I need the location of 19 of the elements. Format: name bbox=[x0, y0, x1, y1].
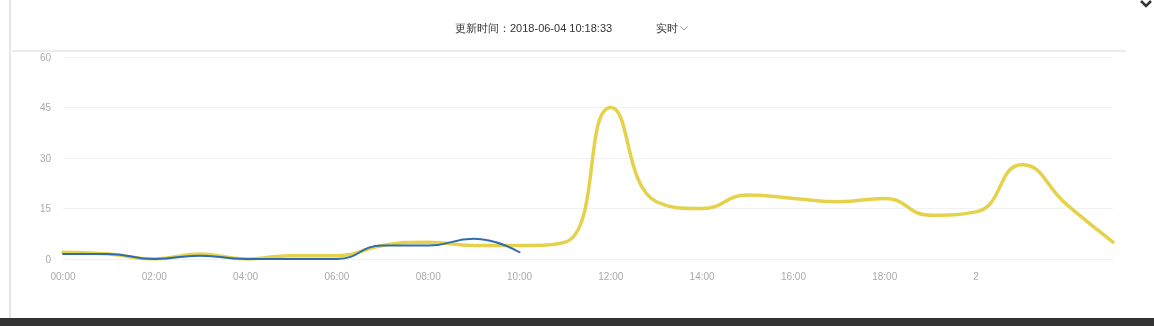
x-tick-label: 18:00 bbox=[872, 270, 898, 282]
x-tick-label: 00:00 bbox=[50, 270, 76, 282]
x-tick-label: 2 bbox=[973, 270, 980, 282]
y-tick-label: 15 bbox=[39, 203, 52, 214]
x-tick-label: 14:00 bbox=[689, 270, 716, 282]
x-tick-label: 10:00 bbox=[507, 270, 533, 282]
chart-title: 更新时间：2018-06-04 10:18:33 bbox=[455, 21, 613, 36]
line-series bbox=[62, 237, 521, 260]
x-tick-label: 06:00 bbox=[324, 270, 350, 282]
x-tick-label: 12:00 bbox=[598, 270, 624, 282]
x-tick-label: 08:00 bbox=[415, 270, 442, 282]
text: 实时 bbox=[656, 21, 678, 36]
x-tick-label: 16:00 bbox=[780, 270, 807, 282]
y-tick-label: 30 bbox=[39, 152, 52, 164]
y-tick-label: 60 bbox=[39, 51, 52, 63]
y-tick-label: 45 bbox=[39, 102, 52, 113]
x-tick-label: 02:00 bbox=[141, 270, 168, 282]
y-tick-label: 0 bbox=[45, 253, 52, 265]
x-tick-label: 04:00 bbox=[233, 270, 259, 282]
